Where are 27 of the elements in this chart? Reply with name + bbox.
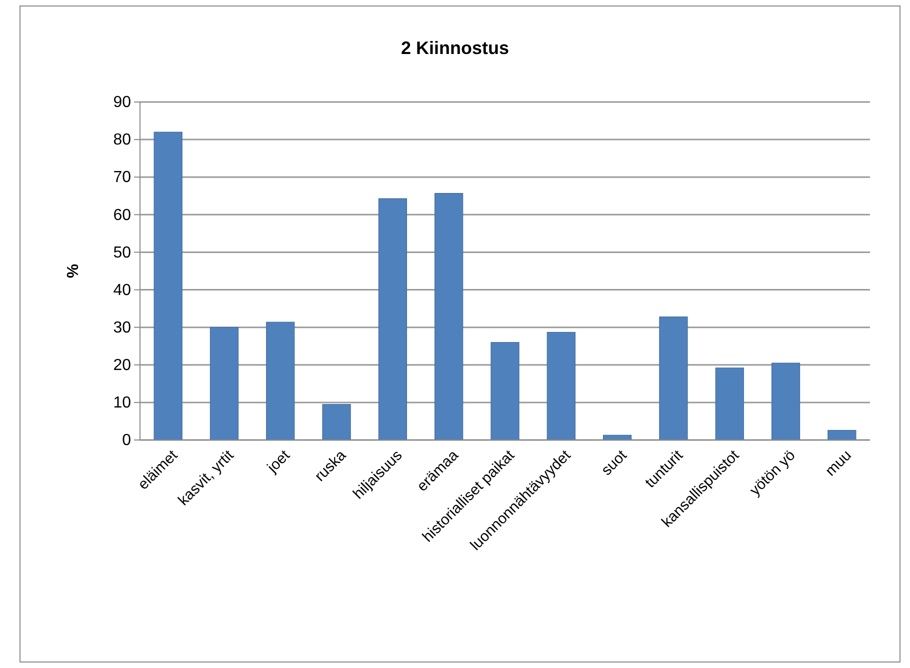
bar xyxy=(434,193,464,440)
y-tick-label: 30 xyxy=(113,319,132,336)
bar xyxy=(490,342,520,440)
bar xyxy=(771,362,800,440)
bar xyxy=(546,332,576,440)
bar xyxy=(210,327,239,440)
y-tick-label: 70 xyxy=(113,169,132,186)
x-tick-label: suot xyxy=(598,446,631,480)
bar xyxy=(378,198,407,440)
y-tick-label: 80 xyxy=(113,132,132,149)
y-tick-label: 40 xyxy=(113,282,132,299)
y-tick-label: 0 xyxy=(122,432,132,450)
y-tick-label: 50 xyxy=(113,244,132,262)
chart-title: 2 Kiinnostus xyxy=(400,38,510,58)
y-tick-label: 10 xyxy=(113,394,132,412)
y-tick-label: 90 xyxy=(113,94,132,112)
y-tick-label: 60 xyxy=(113,206,132,224)
y-axis-title: % xyxy=(65,264,82,278)
bar xyxy=(266,322,295,440)
x-tick-label: muu xyxy=(822,446,855,480)
bar xyxy=(154,132,182,440)
bar xyxy=(322,404,351,440)
bar xyxy=(659,316,688,440)
bar xyxy=(828,430,856,440)
x-tick-label: joet xyxy=(264,446,294,477)
y-tick-label: 20 xyxy=(113,357,132,374)
bar xyxy=(715,368,744,440)
